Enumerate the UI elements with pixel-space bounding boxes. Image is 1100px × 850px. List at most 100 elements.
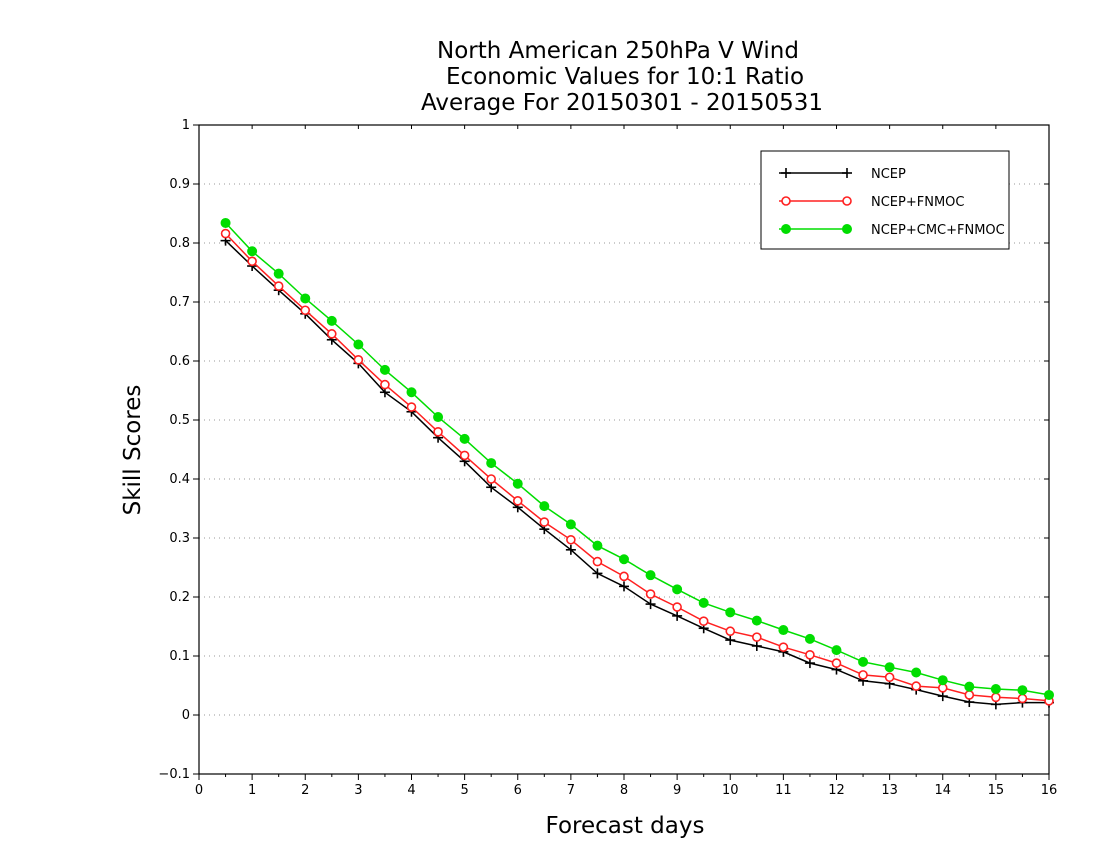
- data-point: [406, 402, 417, 412]
- data-point: [592, 540, 603, 551]
- y-axis: −0.1 0 0.1 0.2 0.3 0.4 0.5 0.6 0.7 0.8 0.9 1: [158, 118, 1049, 782]
- x-tick-label: 5: [460, 783, 468, 798]
- data-point: [539, 501, 550, 512]
- data-point: [672, 602, 682, 612]
- data-point: [353, 355, 364, 365]
- legend-box: [760, 150, 1010, 250]
- series-layer: [220, 217, 1054, 710]
- title-line-3: Average For 20150301 - 20150531: [421, 90, 823, 116]
- data-point: [565, 544, 576, 555]
- data-point: [512, 496, 523, 506]
- data-point: [353, 339, 364, 350]
- data-point: [751, 640, 762, 651]
- data-point: [751, 615, 762, 626]
- data-point: [672, 584, 683, 595]
- data-point: [619, 554, 629, 565]
- data-point: [512, 478, 523, 489]
- y-tick-label: 0.5: [169, 413, 190, 428]
- legend-label: NCEP+FNMOC: [871, 195, 964, 210]
- data-point: [273, 281, 284, 291]
- data-point: [486, 482, 497, 493]
- x-tick-label: 14: [934, 783, 951, 798]
- data-point: [247, 256, 257, 267]
- series-line: [225, 240, 1049, 706]
- x-tick-label: 3: [354, 783, 362, 798]
- x-tick-label: 9: [673, 783, 681, 798]
- data-point: [220, 228, 231, 239]
- x-tick-label: 1: [248, 783, 256, 798]
- data-point: [964, 681, 975, 692]
- legend-entry: NCEP: [779, 167, 906, 182]
- y-tick-label: −0.1: [158, 767, 190, 782]
- data-point: [592, 556, 603, 567]
- data-point: [619, 581, 629, 592]
- data-point: [1017, 685, 1028, 696]
- data-point: [327, 329, 337, 339]
- y-axis-title: Skill Scores: [120, 385, 146, 516]
- legend-label: NCEP+CMC+FNMOC: [871, 223, 1005, 238]
- data-point: [752, 632, 762, 642]
- gridlines: [199, 183, 1049, 716]
- y-tick-label: 0.1: [169, 649, 190, 664]
- series-ncep-fnmoc: [220, 228, 1054, 706]
- legend-entry: NCEP+CMC+FNMOC: [779, 223, 1005, 238]
- data-point: [884, 672, 895, 683]
- data-point: [273, 268, 284, 279]
- data-point: [459, 450, 470, 461]
- legend-label: NCEP: [871, 167, 906, 182]
- data-point: [884, 662, 895, 673]
- y-tick-label: 0: [182, 708, 190, 723]
- data-point: [698, 597, 709, 608]
- legend-marker-start: [781, 196, 791, 206]
- data-point: [539, 517, 550, 527]
- x-tick-label: 8: [620, 783, 628, 798]
- y-tick-label: 0.9: [169, 177, 190, 192]
- x-tick-label: 7: [567, 783, 575, 798]
- data-point: [565, 519, 576, 530]
- data-point: [380, 379, 390, 390]
- data-point: [778, 625, 789, 636]
- data-point: [645, 570, 656, 581]
- title-line-1: North American 250hPa V Wind: [437, 38, 799, 64]
- x-tick-label: 13: [881, 783, 898, 798]
- data-point: [778, 642, 789, 652]
- data-point: [300, 293, 311, 304]
- x-tick-label: 6: [514, 783, 522, 798]
- data-point: [937, 675, 948, 686]
- data-point: [645, 599, 656, 610]
- x-tick-label: 10: [722, 783, 739, 798]
- legend-marker-end: [842, 224, 852, 234]
- data-point: [804, 658, 815, 669]
- data-point: [300, 305, 311, 316]
- data-point: [1044, 689, 1054, 700]
- data-point: [991, 692, 1001, 703]
- data-point: [619, 571, 629, 582]
- x-tick-label: 15: [988, 783, 1005, 798]
- y-tick-label: 0.8: [169, 236, 190, 251]
- legend: NCEP NCEP+FNMOC NCEP+CMC+FNMOC: [760, 150, 1010, 250]
- x-tick-label: 2: [301, 783, 309, 798]
- data-point: [592, 568, 603, 579]
- x-axis: 0 1 2 3 4 5 6 7 8 9 10 11 12 13 14 15 16: [195, 125, 1057, 798]
- legend-marker-end: [842, 168, 852, 178]
- data-point: [990, 684, 1001, 695]
- x-tick-label: 4: [407, 783, 415, 798]
- data-point: [725, 607, 736, 618]
- legend-marker-end: [842, 196, 852, 206]
- data-point: [1017, 693, 1028, 704]
- x-tick-label: 16: [1041, 783, 1058, 798]
- data-point: [725, 626, 736, 637]
- data-point: [831, 645, 842, 656]
- data-point: [831, 658, 842, 668]
- data-point: [433, 426, 443, 437]
- data-point: [326, 315, 337, 326]
- y-tick-label: 0.2: [169, 590, 190, 605]
- y-tick-label: 0.7: [169, 295, 190, 310]
- x-tick-label: 0: [195, 783, 203, 798]
- legend-marker-start: [781, 224, 791, 234]
- data-point: [645, 589, 656, 599]
- data-point: [858, 670, 868, 680]
- data-point: [379, 364, 390, 375]
- y-tick-label: 1: [182, 118, 190, 133]
